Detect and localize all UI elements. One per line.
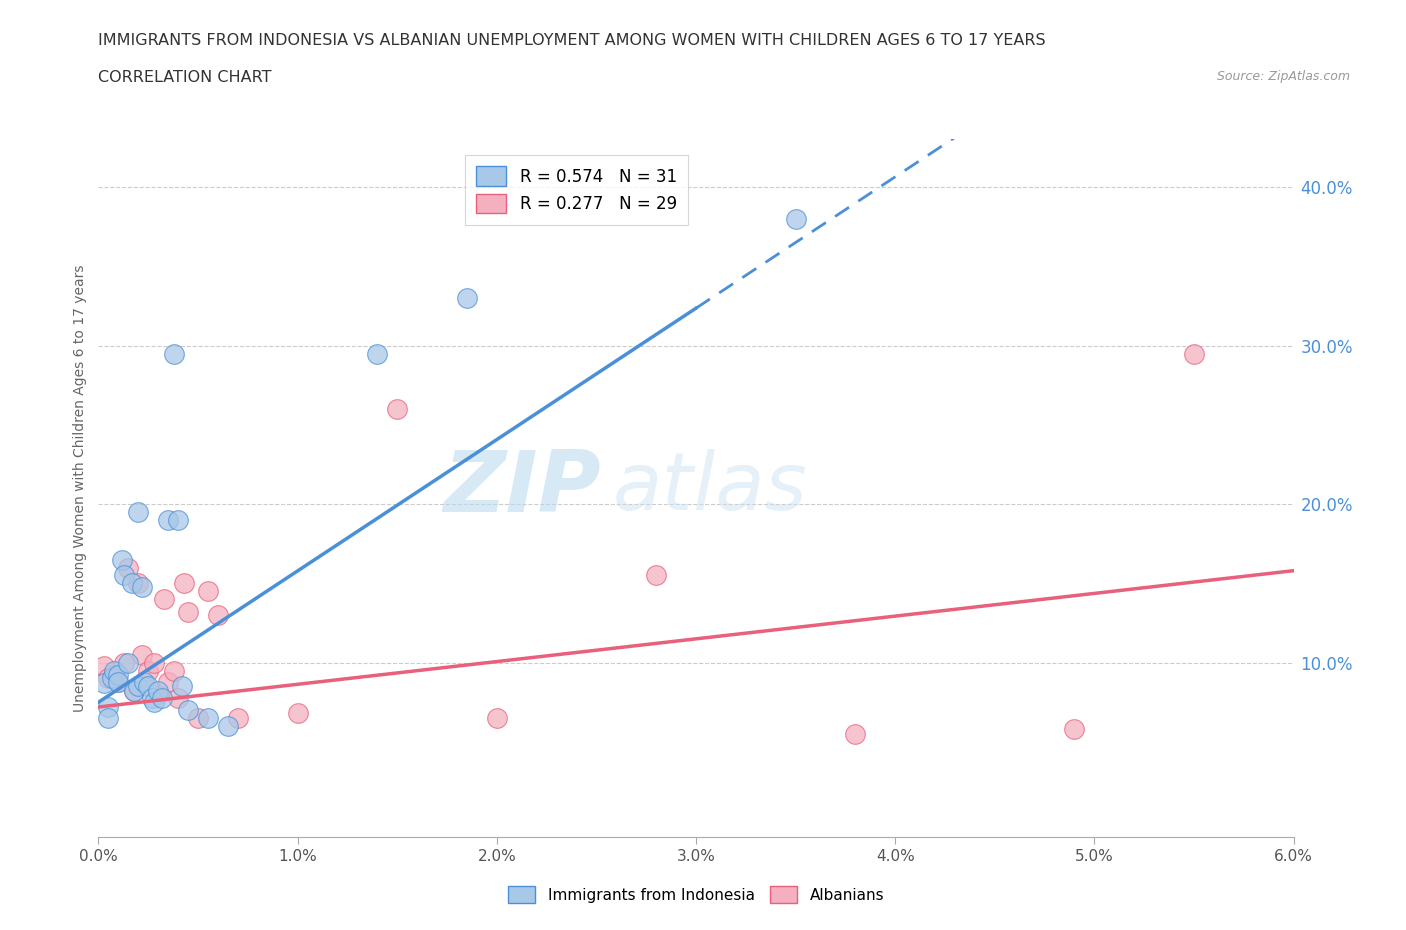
Point: [97, 699, 120, 714]
Point: [173, 576, 195, 591]
Point: [103, 663, 125, 678]
Legend: Immigrants from Indonesia, Albanians: Immigrants from Indonesia, Albanians: [502, 880, 890, 910]
Point: [197, 584, 219, 599]
Point: [127, 505, 149, 520]
Point: [111, 552, 134, 567]
Text: IMMIGRANTS FROM INDONESIA VS ALBANIAN UNEMPLOYMENT AMONG WOMEN WITH CHILDREN AGE: IMMIGRANTS FROM INDONESIA VS ALBANIAN UN…: [98, 33, 1046, 47]
Text: atlas: atlas: [613, 449, 807, 527]
Point: [456, 290, 478, 305]
Point: [141, 690, 163, 705]
Point: [107, 674, 129, 689]
Point: [143, 655, 166, 670]
Point: [157, 674, 180, 689]
Point: [136, 679, 159, 694]
Point: [103, 668, 125, 683]
Point: [197, 711, 219, 725]
Point: [217, 719, 239, 734]
Point: [136, 663, 159, 678]
Point: [287, 706, 309, 721]
Point: [127, 576, 149, 591]
Point: [187, 711, 209, 725]
Point: [107, 668, 129, 683]
Point: [150, 690, 173, 705]
Point: [93, 658, 115, 673]
Text: CORRELATION CHART: CORRELATION CHART: [98, 70, 271, 85]
Point: [134, 674, 156, 689]
Point: [366, 346, 388, 361]
Point: [131, 647, 153, 662]
Point: [163, 346, 186, 361]
Point: [148, 684, 170, 698]
Point: [127, 679, 149, 694]
Point: [167, 512, 190, 527]
Point: [153, 591, 176, 606]
Point: [148, 687, 170, 702]
Point: [207, 607, 229, 622]
Point: [157, 512, 180, 527]
Point: [167, 690, 190, 705]
Point: [124, 684, 146, 698]
Point: [645, 568, 668, 583]
Point: [121, 576, 143, 591]
Point: [131, 579, 153, 594]
Point: [112, 568, 135, 583]
Point: [226, 711, 249, 725]
Point: [785, 211, 807, 226]
Point: [485, 711, 508, 725]
Point: [177, 604, 200, 619]
Point: [177, 703, 200, 718]
Point: [143, 695, 166, 710]
Point: [1063, 722, 1085, 737]
Text: Source: ZipAtlas.com: Source: ZipAtlas.com: [1216, 70, 1350, 83]
Point: [117, 560, 139, 575]
Point: [124, 684, 146, 698]
Point: [163, 663, 186, 678]
Point: [844, 726, 866, 741]
Y-axis label: Unemployment Among Women with Children Ages 6 to 17 years: Unemployment Among Women with Children A…: [73, 264, 87, 712]
Point: [117, 655, 139, 670]
Point: [172, 679, 194, 694]
Point: [112, 655, 135, 670]
Point: [385, 402, 409, 417]
Point: [1182, 346, 1205, 361]
Point: [107, 674, 129, 689]
Point: [101, 671, 124, 686]
Text: ZIP: ZIP: [443, 446, 600, 530]
Point: [97, 711, 120, 725]
Point: [97, 671, 120, 686]
Point: [93, 676, 115, 691]
